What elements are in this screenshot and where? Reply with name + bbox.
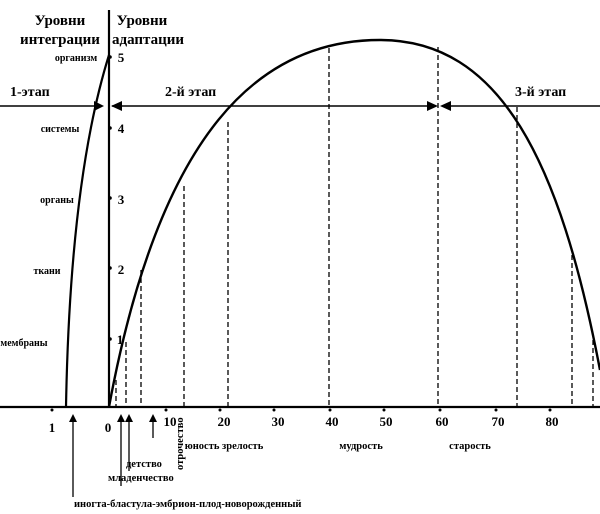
x-tick-50: 50 [380, 414, 393, 429]
level-membranes-label: мембраны [0, 338, 47, 349]
x-axis-tick-marks [50, 408, 552, 412]
x-tick-10: 10 [164, 414, 177, 429]
x-tick-30: 30 [272, 414, 285, 429]
period-adolescence-label: отрочество [175, 417, 186, 470]
tick-mark-80 [548, 408, 552, 412]
level-organs-label: органы [40, 195, 74, 206]
tick-mark-10 [164, 408, 168, 412]
period-childhood-label: детство [126, 459, 162, 470]
stage-1-arrowhead [94, 101, 104, 111]
arrow-prenatal-head [69, 414, 77, 422]
integration-header-line1: Уровни [35, 13, 86, 29]
stage-3-arrowhead [440, 101, 451, 111]
period-youth-maturity-label: юность зрелость [185, 441, 264, 452]
stage-2-arrowhead-right [427, 101, 438, 111]
tick-mark-40 [328, 408, 332, 412]
x-tick-40: 40 [326, 414, 339, 429]
integration-curve [64, 54, 111, 408]
adaptation-level-4: 4 [118, 121, 125, 136]
tick-mark-70 [494, 408, 498, 412]
stage-2-arrowhead-left [111, 101, 122, 111]
adaptation-level-3: 3 [118, 192, 125, 207]
period-wisdom-label: мудрость [339, 441, 383, 452]
period-infancy-label: младенчество [108, 473, 174, 484]
adaptation-level-1: 1 [117, 332, 124, 347]
tick-mark-50 [382, 408, 386, 412]
period-dividers [115, 47, 594, 407]
early-period-arrows [69, 414, 157, 497]
x-tick-1: 1 [49, 420, 56, 435]
x-tick-20: 20 [218, 414, 231, 429]
arrow-adolescence-head [149, 414, 157, 422]
adaptation-curve [107, 38, 600, 408]
tick-mark-20 [218, 408, 222, 412]
period-old-age-label: старость [449, 441, 491, 452]
arrow-childhood-head [125, 414, 133, 422]
adaptation-header-line1: Уровни [117, 13, 168, 29]
level-tissues-label: ткани [33, 266, 60, 277]
x-tick-60: 60 [436, 414, 449, 429]
tick-mark-60 [438, 408, 442, 412]
tick-mark-30 [272, 408, 276, 412]
tick-mark-1 [50, 408, 54, 412]
stage-2-label: 2-й этап [165, 85, 216, 100]
arrow-infancy-head [117, 414, 125, 422]
level-organism-label: организм [55, 53, 98, 64]
stage-1-label: 1-этап [10, 85, 50, 100]
stage-3-label: 3-й этап [515, 85, 566, 100]
x-tick-70: 70 [492, 414, 505, 429]
integration-header-line2: интеграции [20, 32, 100, 48]
adaptation-header-line2: адаптации [112, 32, 184, 48]
x-tick-80: 80 [546, 414, 559, 429]
period-prenatal-label: иногта-бластула-эмбрион-плод-новорожденн… [74, 499, 301, 510]
level-systems-label: системы [41, 124, 80, 135]
adaptation-level-5: 5 [118, 50, 125, 65]
adaptation-level-2: 2 [118, 262, 125, 277]
x-tick-0: 0 [105, 420, 112, 435]
